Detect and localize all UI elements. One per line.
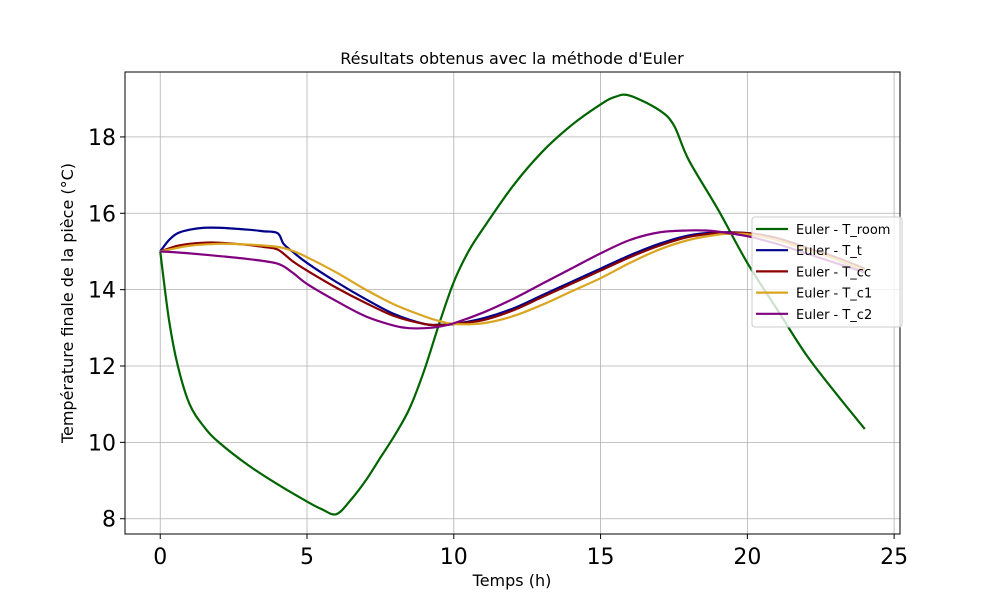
y-tick-label: 10 <box>88 431 116 456</box>
series-line-4 <box>160 229 866 330</box>
y-tick-label: 18 <box>88 126 116 151</box>
x-tick-label: 10 <box>440 545 468 570</box>
y-tick-label: 8 <box>102 508 116 533</box>
legend: Euler - T_room Euler - T_t Euler - T_cc Eul… <box>751 216 903 328</box>
series-line-0 <box>159 93 866 516</box>
legend-label: Euler - T_c2 <box>796 308 872 323</box>
x-tick-label: 20 <box>733 545 761 570</box>
x-tick-label: 15 <box>587 545 615 570</box>
x-tick-label: 25 <box>880 545 908 570</box>
y-tick-label: 14 <box>88 279 116 304</box>
series-lines <box>159 93 866 516</box>
legend-label: Euler - T_cc <box>796 265 871 280</box>
legend-box <box>751 216 903 328</box>
series-line-2 <box>159 231 866 327</box>
x-axis-label: Temps (h) <box>472 571 552 590</box>
axis-ticks: 0 5 10 15 20 25 8 10 12 14 16 18 <box>88 126 908 570</box>
chart-title: Résultats obtenus avec la méthode d'Eule… <box>340 49 684 68</box>
y-tick-label: 16 <box>88 202 116 227</box>
x-tick-label: 5 <box>300 545 314 570</box>
x-tick-label: 0 <box>153 545 167 570</box>
legend-label: Euler - T_room <box>796 223 890 238</box>
legend-label: Euler - T_t <box>796 244 862 259</box>
y-axis-label: Température finale de la pièce (°C) <box>58 163 77 444</box>
y-tick-label: 12 <box>88 355 116 380</box>
legend-label: Euler - T_c1 <box>796 287 872 302</box>
